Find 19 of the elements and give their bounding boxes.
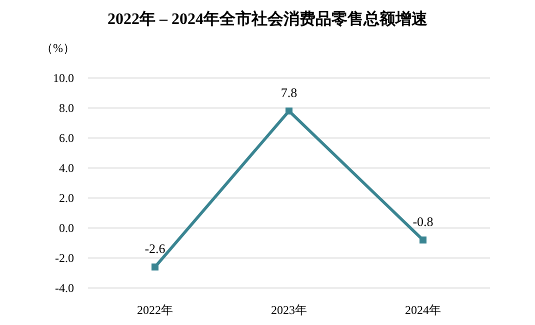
x-tick-label: 2024年 [405,303,441,317]
y-axis-title: （%） [41,41,75,55]
chart-title: 2022年 – 2024年全市社会消费品零售总额增速 [108,10,428,28]
data-label: -2.6 [144,241,166,256]
x-tick-label: 2023年 [271,303,307,317]
point [286,108,292,114]
y-tick-label: 4.0 [59,161,74,175]
data-label: -0.8 [412,214,434,229]
y-tick-label: 8.0 [59,101,74,115]
y-tick-label: -2.0 [55,251,74,265]
y-tick-label: 6.0 [59,131,74,145]
data-label: 7.8 [280,85,298,100]
point [420,236,426,244]
y-tick-label: 10.0 [53,71,74,85]
y-tick-label: 2.0 [59,191,74,205]
y-tick-label: -4.0 [55,281,74,295]
y-tick-label: 0.0 [59,221,74,235]
x-tick-label: 2022年 [137,303,173,317]
point [152,264,158,270]
